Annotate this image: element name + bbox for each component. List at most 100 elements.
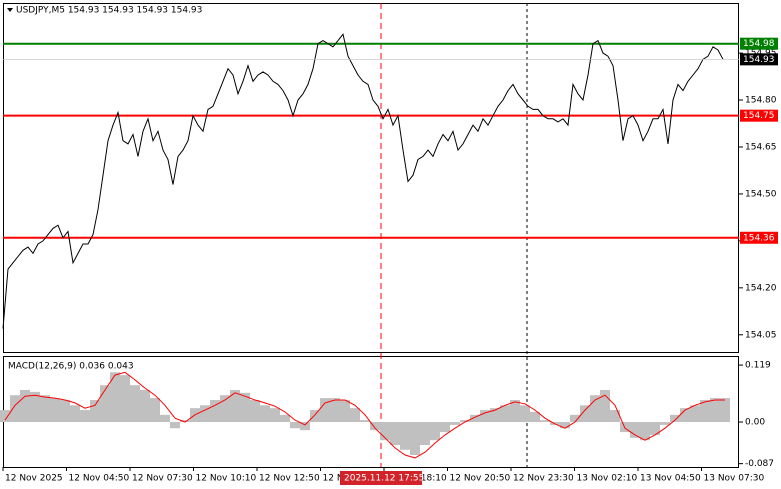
macd-bar — [330, 398, 340, 423]
macd-bar — [170, 422, 180, 429]
macd-bar — [210, 400, 220, 423]
x-tick-label: 12 Nov 23:30 — [513, 474, 574, 484]
macd-bar — [520, 405, 530, 423]
macd-bar — [710, 398, 720, 423]
macd-bar — [470, 414, 480, 423]
macd-bar — [450, 422, 460, 425]
macd-bar — [140, 389, 150, 423]
y-tick-label: 154.20 — [745, 283, 777, 293]
x-tick-label: 13 Nov 07:30 — [704, 474, 765, 484]
macd-bar — [110, 372, 120, 423]
macd-bar — [540, 420, 550, 423]
macd-bar — [640, 422, 650, 441]
macd-bar — [80, 410, 90, 423]
y-tick-label: 154.05 — [745, 330, 777, 340]
level-label-box — [740, 231, 778, 244]
last-price-label: 154.93 — [743, 55, 775, 65]
macd-bar — [700, 400, 710, 423]
macd-bar — [650, 422, 660, 435]
macd-bar — [480, 410, 490, 423]
macd-bar — [630, 422, 640, 438]
macd-bar — [350, 408, 360, 423]
macd-bar — [40, 395, 50, 423]
y-tick-label: 0.119 — [745, 361, 771, 371]
macd-bar — [660, 422, 670, 425]
x-tick-label: 13 Nov 04:50 — [640, 474, 701, 484]
macd-bar — [370, 422, 380, 431]
level-label-box — [740, 109, 778, 122]
macd-bar — [420, 422, 430, 445]
macd-bar — [90, 400, 100, 423]
macd-bar — [690, 405, 700, 423]
y-tick-label: 154.80 — [745, 96, 777, 106]
macd-bar — [590, 395, 600, 423]
macd-bar — [20, 389, 30, 423]
cursor-label: 2025.11.12 17:55 — [344, 474, 424, 484]
macd-bar — [530, 411, 540, 423]
cursor-label-box — [340, 471, 422, 485]
macd-bar — [580, 405, 590, 423]
macd-bar — [360, 420, 370, 423]
level-label: 154.98 — [743, 39, 775, 49]
level-label-box — [740, 37, 778, 50]
macd-bar — [500, 405, 510, 423]
macd-bar — [130, 385, 140, 423]
x-tick-label: 13 Nov 02:10 — [577, 474, 638, 484]
macd-bar — [260, 405, 270, 423]
macd-bar — [300, 422, 310, 431]
macd-bar — [220, 395, 230, 423]
macd-bar — [0, 410, 10, 423]
macd-bar — [400, 422, 410, 450]
macd-bar — [60, 400, 70, 423]
macd-bar — [320, 398, 330, 423]
macd-bar — [560, 422, 570, 429]
macd-bar — [310, 410, 320, 423]
x-tick-label: 12 Nov 12:50 — [259, 474, 320, 484]
price-line — [2, 33, 724, 329]
macd-bar — [120, 375, 130, 423]
macd-bar — [490, 408, 500, 423]
macd-bar — [600, 389, 610, 423]
macd-bar — [100, 385, 110, 423]
last-price-box — [740, 53, 778, 66]
level-label: 154.36 — [743, 233, 775, 243]
macd-bar — [180, 420, 190, 423]
macd-bar — [340, 400, 350, 423]
macd-bar — [720, 398, 730, 423]
macd-bar — [510, 400, 520, 423]
macd-bar — [430, 422, 440, 441]
macd-bar — [390, 422, 400, 445]
macd-bar — [570, 414, 580, 423]
macd-bar — [50, 398, 60, 423]
macd-bar — [150, 398, 160, 423]
macd-bar — [270, 408, 280, 423]
signal-line — [4, 371, 725, 459]
y-tick-label: -0.087 — [745, 459, 774, 469]
macd-bar — [30, 391, 40, 423]
macd-bar — [440, 422, 450, 433]
y-tick-label: 154.65 — [745, 142, 777, 152]
macd-bar — [410, 422, 420, 456]
macd-bar — [70, 405, 80, 423]
macd-bar — [610, 410, 620, 423]
macd-bar — [380, 422, 390, 441]
macd-bar — [680, 408, 690, 423]
macd-bar — [230, 389, 240, 423]
x-tick-label: 12 Nov 20:50 — [450, 474, 511, 484]
macd-bar — [280, 414, 290, 423]
macd-title: MACD(12,26,9) 0.036 0.043 — [8, 362, 134, 372]
x-tick-label: 12 Nov 04:50 — [69, 474, 130, 484]
title-arrow — [7, 8, 13, 12]
macd-bar — [670, 414, 680, 423]
macd-bar — [460, 420, 470, 423]
x-tick-label: 12 Nov 07:30 — [132, 474, 193, 484]
macd-bar — [240, 392, 250, 423]
price-frame — [3, 3, 739, 353]
chart-title: USDJPY,M5 154.93 154.93 154.93 154.93 — [16, 6, 202, 16]
y-tick-label: 154.50 — [745, 189, 777, 199]
x-tick-label: 12 Nov 2025 — [5, 474, 63, 484]
y-tick-label: 0.00 — [745, 418, 765, 428]
macd-bar — [290, 422, 300, 429]
